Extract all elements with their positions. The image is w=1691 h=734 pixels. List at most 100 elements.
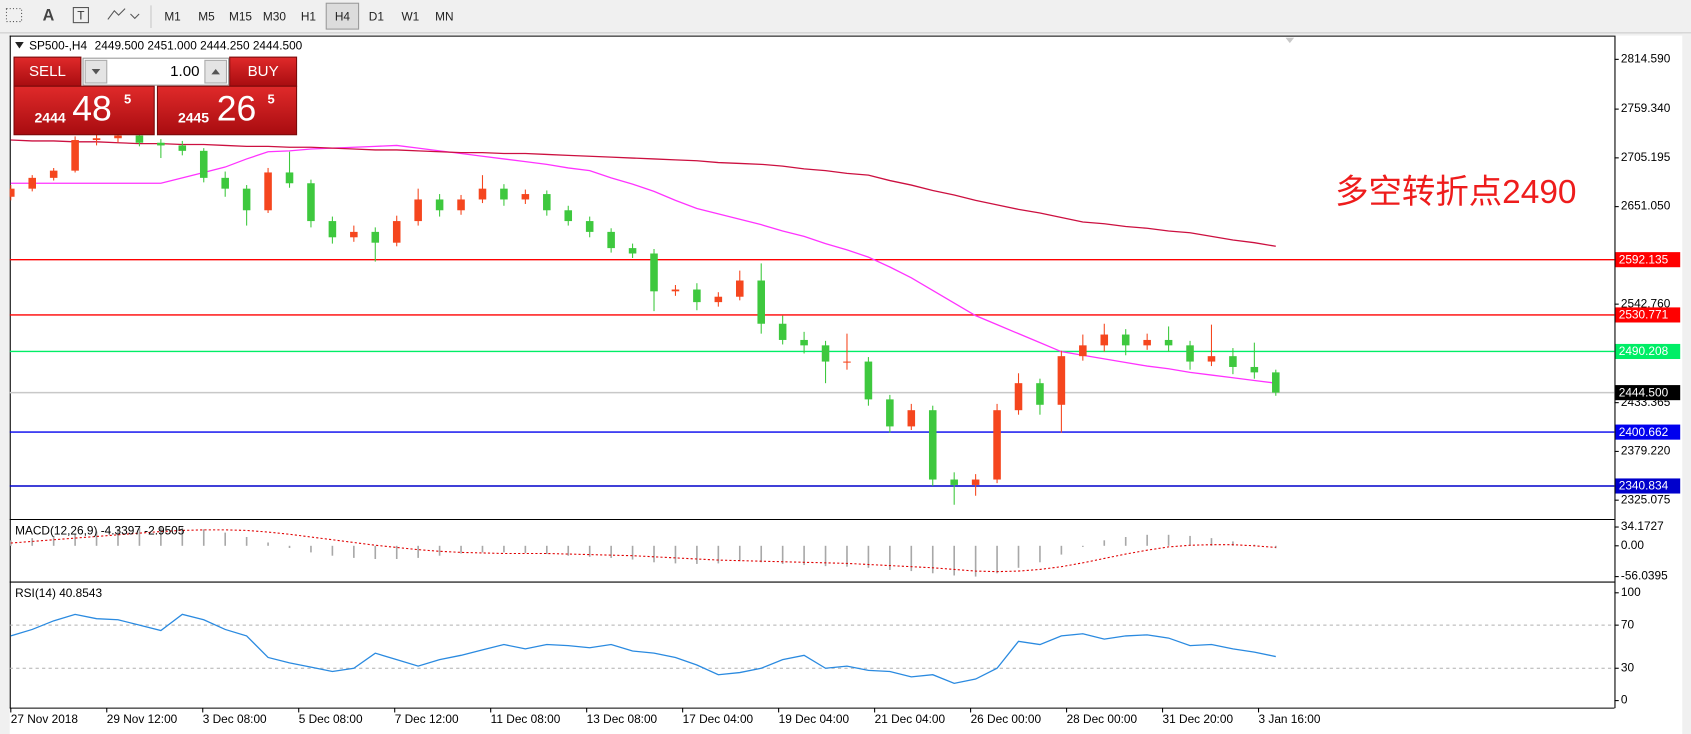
candle-body bbox=[307, 183, 315, 222]
macd-bar bbox=[331, 545, 334, 556]
chart-window bbox=[9, 35, 1683, 734]
macd-bar bbox=[31, 538, 34, 546]
objects-tool[interactable] bbox=[107, 8, 126, 20]
candle-body bbox=[843, 361, 851, 363]
objects-dropdown[interactable] bbox=[130, 13, 140, 20]
candle-body bbox=[671, 289, 680, 292]
macd-bar bbox=[1103, 540, 1106, 546]
candle-body bbox=[9, 188, 15, 197]
label-tool[interactable]: A bbox=[43, 6, 55, 24]
macd-bar bbox=[738, 545, 741, 562]
y-tick-label: 2814.590 bbox=[1621, 51, 1671, 65]
level-label-bg bbox=[1615, 307, 1681, 323]
ask-fraction: 5 bbox=[267, 92, 274, 107]
buy-button[interactable] bbox=[229, 56, 298, 87]
timeframe-label: W1 bbox=[401, 9, 419, 23]
macd-bar bbox=[953, 545, 955, 576]
macd-bar bbox=[545, 545, 548, 555]
window-edge bbox=[1682, 33, 1691, 734]
macd-bar bbox=[288, 545, 291, 549]
time-label: 13 Dec 08:00 bbox=[587, 712, 658, 726]
candle-body bbox=[49, 170, 58, 178]
rsi-plot bbox=[9, 613, 1615, 685]
y-tick-label: 2379.220 bbox=[1621, 444, 1671, 458]
time-label: 28 Dec 00:00 bbox=[1067, 712, 1138, 726]
candle-body bbox=[28, 177, 36, 189]
macd-bar bbox=[460, 545, 462, 554]
bid-box[interactable] bbox=[13, 85, 155, 136]
macd-bar bbox=[353, 545, 355, 558]
macd-bar bbox=[52, 535, 55, 546]
time-label: 27 Nov 2018 bbox=[11, 712, 79, 726]
macd-bar bbox=[202, 529, 205, 546]
quote-open: 2449.500 bbox=[95, 38, 145, 52]
timeframe-button[interactable] bbox=[325, 2, 360, 30]
text-tool-glyph: T bbox=[77, 8, 84, 22]
time-label: 11 Dec 08:00 bbox=[491, 712, 561, 726]
candle-body bbox=[650, 253, 658, 292]
candle-body bbox=[371, 231, 380, 243]
macd-plot bbox=[9, 527, 1277, 577]
annotation: 多空转折点2490 bbox=[1335, 174, 1576, 211]
macd-bar bbox=[889, 545, 891, 570]
candle-body bbox=[1250, 366, 1259, 373]
candle-body bbox=[693, 289, 701, 303]
candle-body bbox=[178, 145, 187, 151]
candle-body bbox=[585, 221, 594, 232]
y-tick-label: 30 bbox=[1621, 660, 1635, 674]
macd-bar bbox=[417, 545, 419, 558]
time-label: 3 Dec 08:00 bbox=[203, 712, 267, 726]
ask-box[interactable] bbox=[156, 85, 298, 136]
y-tick-label: 0.00 bbox=[1621, 538, 1644, 552]
candle-body bbox=[1229, 356, 1237, 367]
candle-body bbox=[92, 138, 101, 141]
rsi-line bbox=[10, 613, 1276, 685]
bid-big-figure: 2444 bbox=[35, 109, 66, 125]
y-tick-label: 2705.195 bbox=[1621, 150, 1671, 164]
candle-body bbox=[757, 280, 765, 324]
macd-bar bbox=[224, 532, 227, 546]
candle-body bbox=[1014, 383, 1023, 411]
macd-bar bbox=[503, 545, 505, 553]
macd-bar bbox=[395, 545, 398, 559]
macd-bar bbox=[653, 545, 655, 563]
macd-bar bbox=[631, 545, 634, 560]
candle-body bbox=[135, 135, 144, 143]
price-plot bbox=[9, 131, 1615, 505]
macd-bar bbox=[610, 545, 612, 558]
candle-body bbox=[928, 410, 937, 480]
candle-body bbox=[1036, 383, 1044, 405]
macd-bar bbox=[1232, 541, 1234, 546]
macd-bar bbox=[1017, 545, 1020, 568]
macd-bar bbox=[74, 533, 76, 546]
macd-bar bbox=[867, 545, 870, 568]
timeframe-label: MN bbox=[435, 9, 453, 23]
time-label: 7 Dec 12:00 bbox=[395, 712, 459, 726]
toolbar bbox=[0, 0, 1691, 34]
volume: 1.00 bbox=[170, 63, 199, 80]
macd-bar bbox=[760, 545, 763, 563]
quote-high: 2451.000 bbox=[147, 38, 197, 52]
macd-bar bbox=[524, 545, 527, 553]
level-label: 2490.208 bbox=[1619, 344, 1669, 358]
timeframe-label: M5 bbox=[198, 9, 215, 23]
candle-body bbox=[414, 199, 422, 222]
text-tool[interactable] bbox=[72, 7, 89, 24]
y-tick-label: 2651.050 bbox=[1621, 199, 1671, 213]
crosshair-tool[interactable] bbox=[5, 8, 23, 23]
macd-bar bbox=[696, 545, 698, 564]
trade-panel: SELL 1.00 BUY 2444 48 5 2445 26 5 bbox=[13, 56, 298, 136]
symbol-icon bbox=[15, 42, 24, 49]
y-tick-label: 2542.760 bbox=[1621, 296, 1671, 310]
buy-label: BUY bbox=[248, 63, 279, 80]
candle-body bbox=[264, 172, 272, 211]
y-tick-label: 2759.340 bbox=[1621, 101, 1671, 115]
rsi-title: RSI(14) 40.8543 bbox=[15, 586, 102, 600]
volume-down-arrow bbox=[91, 68, 101, 75]
toolbar-icons: T bbox=[5, 5, 152, 29]
macd-bar bbox=[181, 527, 184, 546]
sell-button[interactable] bbox=[13, 56, 82, 87]
candle-body bbox=[543, 194, 551, 211]
time-label: 29 Nov 12:00 bbox=[107, 712, 178, 726]
level-label-bg bbox=[1615, 424, 1681, 440]
